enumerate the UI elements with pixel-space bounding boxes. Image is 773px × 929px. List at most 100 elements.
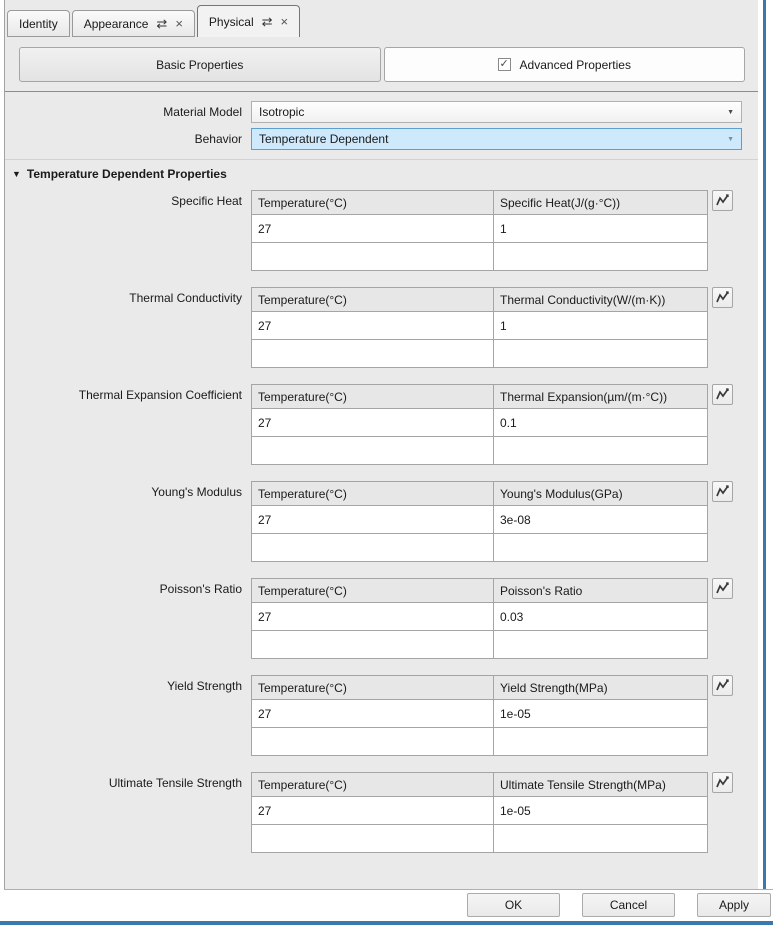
plot-chart-button[interactable]	[712, 287, 733, 308]
temperature-cell[interactable]	[251, 242, 494, 271]
apply-button[interactable]: Apply	[697, 893, 771, 917]
temperature-cell[interactable]	[251, 824, 494, 853]
value-column-header[interactable]: Poisson's Ratio	[493, 578, 708, 603]
value-cell[interactable]	[493, 339, 708, 368]
temperature-column-header[interactable]: Temperature(°C)	[251, 578, 494, 603]
tab-physical[interactable]: Physical ⇄ ×	[196, 5, 301, 37]
value-cell[interactable]	[493, 533, 708, 562]
close-icon[interactable]: ×	[175, 16, 183, 31]
table-row	[251, 242, 708, 271]
value-cell[interactable]: 0.1	[493, 408, 708, 437]
advanced-properties-checkbox[interactable]: ✓	[497, 58, 511, 71]
line-chart-icon	[716, 679, 729, 691]
temperature-cell[interactable]	[251, 436, 494, 465]
property-group: Thermal Expansion Coefficient Temperatur…	[5, 384, 758, 465]
cancel-button[interactable]: Cancel	[582, 893, 675, 917]
temperature-column-header[interactable]: Temperature(°C)	[251, 481, 494, 506]
tab-label: Identity	[19, 16, 58, 31]
property-label: Young's Modulus	[151, 485, 242, 499]
value-cell[interactable]	[493, 727, 708, 756]
advanced-properties-button[interactable]: ✓ Advanced Properties	[383, 47, 745, 82]
value-cell[interactable]	[493, 824, 708, 853]
plot-chart-button[interactable]	[712, 384, 733, 405]
temperature-cell[interactable]: 27	[251, 796, 494, 825]
plot-chart-button[interactable]	[712, 772, 733, 793]
temperature-column-header[interactable]: Temperature(°C)	[251, 675, 494, 700]
basic-properties-button[interactable]: Basic Properties	[19, 47, 381, 82]
temperature-cell[interactable]	[251, 339, 494, 368]
divider	[5, 159, 758, 160]
temperature-cell[interactable]	[251, 630, 494, 659]
plot-chart-button[interactable]	[712, 578, 733, 599]
close-icon[interactable]: ×	[280, 14, 289, 29]
table-row	[251, 824, 708, 853]
window-accent-border-bottom	[0, 921, 773, 925]
table-header-row: Temperature(°C) Yield Strength(MPa)	[251, 675, 708, 700]
plot-chart-button[interactable]	[712, 481, 733, 502]
tab-identity[interactable]: Identity	[7, 10, 70, 37]
value-cell[interactable]	[493, 242, 708, 271]
value-cell[interactable]: 1e-05	[493, 796, 708, 825]
value-column-header[interactable]: Ultimate Tensile Strength(MPa)	[493, 772, 708, 797]
table-row: 27 1e-05	[251, 699, 708, 728]
temperature-cell[interactable]: 27	[251, 214, 494, 243]
property-group: Thermal Conductivity Temperature(°C) The…	[5, 287, 758, 368]
temperature-cell[interactable]	[251, 727, 494, 756]
value-cell[interactable]	[493, 630, 708, 659]
property-group: Specific Heat Temperature(°C) Specific H…	[5, 190, 758, 271]
swap-arrows-icon[interactable]: ⇄	[156, 15, 168, 31]
behavior-dropdown[interactable]: Temperature Dependent ▼	[251, 128, 742, 150]
table-header-row: Temperature(°C) Thermal Conductivity(W/(…	[251, 287, 708, 312]
material-model-dropdown[interactable]: Isotropic ▼	[251, 101, 742, 123]
temperature-cell[interactable]: 27	[251, 699, 494, 728]
plot-chart-button[interactable]	[712, 675, 733, 696]
value-column-header[interactable]: Specific Heat(J/(g·°C))	[493, 190, 708, 215]
line-chart-icon	[716, 485, 729, 497]
temperature-cell[interactable]	[251, 533, 494, 562]
temperature-column-header[interactable]: Temperature(°C)	[251, 190, 494, 215]
swap-arrows-icon[interactable]: ⇄	[261, 13, 273, 29]
ok-button[interactable]: OK	[467, 893, 560, 917]
property-group: Young's Modulus Temperature(°C) Young's …	[5, 481, 758, 562]
property-label: Ultimate Tensile Strength	[108, 776, 242, 790]
property-label: Thermal Conductivity	[129, 291, 242, 305]
table-row	[251, 630, 708, 659]
property-table: Temperature(°C) Specific Heat(J/(g·°C)) …	[251, 190, 708, 271]
temperature-column-header[interactable]: Temperature(°C)	[251, 772, 494, 797]
temperature-dependent-section-header[interactable]: ▼ Temperature Dependent Properties	[12, 167, 758, 181]
property-table: Temperature(°C) Thermal Conductivity(W/(…	[251, 287, 708, 368]
temperature-cell[interactable]: 27	[251, 505, 494, 534]
value-column-header[interactable]: Thermal Conductivity(W/(m·K))	[493, 287, 708, 312]
value-cell[interactable]: 0.03	[493, 602, 708, 631]
material-model-value: Isotropic	[259, 105, 305, 119]
plot-chart-button[interactable]	[712, 190, 733, 211]
value-cell[interactable]: 1	[493, 311, 708, 340]
value-cell[interactable]: 1e-05	[493, 699, 708, 728]
value-cell[interactable]: 3e-08	[493, 505, 708, 534]
property-label: Thermal Expansion Coefficient	[78, 388, 242, 402]
temperature-column-header[interactable]: Temperature(°C)	[251, 384, 494, 409]
property-group: Ultimate Tensile Strength Temperature(°C…	[5, 772, 758, 853]
advanced-properties-label: Advanced Properties	[519, 57, 631, 72]
material-model-row: Material Model Isotropic ▼	[5, 101, 758, 123]
tab-bar: Identity Appearance ⇄ × Physical ⇄ ×	[5, 0, 758, 37]
table-row	[251, 339, 708, 368]
temperature-column-header[interactable]: Temperature(°C)	[251, 287, 494, 312]
table-row	[251, 533, 708, 562]
value-cell[interactable]: 1	[493, 214, 708, 243]
value-column-header[interactable]: Thermal Expansion(µm/(m·°C))	[493, 384, 708, 409]
table-row: 27 1e-05	[251, 796, 708, 825]
value-column-header[interactable]: Young's Modulus(GPa)	[493, 481, 708, 506]
table-row: 27 1	[251, 311, 708, 340]
window-accent-border	[763, 0, 766, 890]
line-chart-icon	[716, 388, 729, 400]
temperature-cell[interactable]: 27	[251, 602, 494, 631]
tab-appearance[interactable]: Appearance ⇄ ×	[71, 10, 195, 37]
collapse-triangle-icon[interactable]: ▼	[12, 169, 21, 179]
material-model-label: Material Model	[163, 105, 242, 119]
temperature-cell[interactable]: 27	[251, 408, 494, 437]
value-column-header[interactable]: Yield Strength(MPa)	[493, 675, 708, 700]
temperature-cell[interactable]: 27	[251, 311, 494, 340]
value-cell[interactable]	[493, 436, 708, 465]
behavior-label: Behavior	[194, 132, 242, 146]
